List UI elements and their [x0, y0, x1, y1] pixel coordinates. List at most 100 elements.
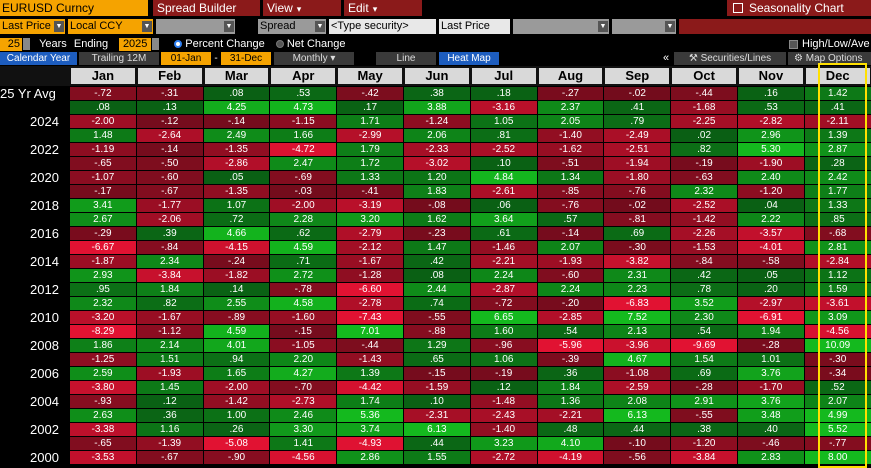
heatmap-cell[interactable]: -2.73 — [270, 395, 338, 408]
blank-select-3[interactable]: ▼ — [612, 19, 676, 34]
month-header-jan[interactable]: Jan — [71, 68, 135, 84]
heatmap-cell[interactable]: -1.42 — [671, 213, 738, 226]
heatmap-cell[interactable]: -.41 — [337, 185, 404, 198]
month-header-feb[interactable]: Feb — [137, 68, 202, 84]
heatmap-cell[interactable]: .10 — [404, 395, 471, 408]
month-header-jul[interactable]: Jul — [471, 68, 536, 84]
heatmap-cell[interactable]: -2.49 — [604, 129, 672, 142]
heatmap-cell[interactable]: -.02 — [604, 199, 672, 212]
heatmap-cell[interactable]: -.72 — [470, 297, 538, 310]
heatmap-cell[interactable]: -.65 — [70, 157, 137, 170]
heatmap-cell[interactable]: -1.20 — [671, 437, 738, 450]
heatmap-cell[interactable]: 2.32 — [70, 297, 137, 310]
ending-year-input[interactable]: 2025 — [119, 37, 152, 51]
heatmap-cell[interactable]: -1.70 — [738, 381, 805, 394]
heatmap-cell[interactable]: -1.93 — [537, 255, 605, 268]
heatmap-cell[interactable]: -4.42 — [337, 381, 404, 394]
heatmap-cell[interactable]: -.23 — [404, 227, 471, 240]
heatmap-cell[interactable]: -.55 — [404, 311, 471, 324]
heatmap-cell[interactable]: 3.23 — [470, 437, 538, 450]
heatmap-cell[interactable]: 1.45 — [136, 381, 204, 394]
heatmap-cell[interactable]: .08 — [203, 87, 271, 100]
heatmap-cell[interactable]: 3.30 — [270, 423, 338, 436]
month-header-dec[interactable]: Dec — [805, 68, 870, 84]
heatmap-cell[interactable]: .08 — [70, 101, 137, 114]
heatmap-cell[interactable]: .05 — [203, 171, 271, 184]
heatmap-cell[interactable]: .79 — [604, 115, 672, 128]
heatmap-cell[interactable]: -.30 — [604, 241, 672, 254]
heatmap-cell[interactable]: 3.20 — [337, 213, 404, 226]
heatmap-cell[interactable]: -.17 — [70, 185, 137, 198]
heatmap-cell[interactable]: -.96 — [470, 339, 538, 352]
heatmap-cell[interactable]: .18 — [470, 87, 538, 100]
high-low-avg-checkbox[interactable] — [789, 39, 798, 49]
heatmap-cell[interactable]: -3.19 — [337, 199, 404, 212]
heatmap-cell[interactable]: -.31 — [136, 87, 204, 100]
heatmap-cell[interactable]: 4.27 — [270, 367, 338, 380]
heatmap-cell[interactable]: 1.84 — [136, 283, 204, 296]
heatmap-cell[interactable]: 10.09 — [804, 339, 871, 352]
blank-select-2[interactable]: ▼ — [513, 19, 609, 34]
heatmap-cell[interactable]: 1.29 — [404, 339, 471, 352]
heatmap-cell[interactable]: 2.37 — [537, 101, 605, 114]
heatmap-cell[interactable]: -.28 — [671, 381, 738, 394]
heatmap-cell[interactable]: 3.09 — [804, 311, 871, 324]
edit-menu[interactable]: Edit ▾ — [344, 0, 422, 16]
heatmap-cell[interactable]: -.34 — [804, 367, 871, 380]
heatmap-cell[interactable]: .36 — [537, 367, 605, 380]
heatmap-cell[interactable]: 1.01 — [738, 353, 805, 366]
heatmap-cell[interactable]: -1.15 — [270, 115, 338, 128]
heatmap-cell[interactable]: -.27 — [537, 87, 605, 100]
heatmap-cell[interactable]: -.14 — [537, 227, 605, 240]
heatmap-cell[interactable]: 7.01 — [337, 325, 404, 338]
heatmap-cell[interactable]: .57 — [537, 213, 605, 226]
heatmap-cell[interactable]: -.50 — [136, 157, 204, 170]
heatmap-cell[interactable]: .12 — [136, 395, 204, 408]
heatmap-cell[interactable]: -3.20 — [70, 311, 137, 324]
heatmap-cell[interactable]: 3.52 — [671, 297, 738, 310]
heatmap-cell[interactable]: -2.00 — [203, 381, 271, 394]
heatmap-cell[interactable]: 1.86 — [70, 339, 137, 352]
heatmap-cell[interactable]: -2.82 — [738, 115, 805, 128]
heatmap-cell[interactable]: 2.32 — [671, 185, 738, 198]
heatmap-cell[interactable]: -.39 — [537, 353, 605, 366]
heatmap-cell[interactable]: -3.84 — [671, 451, 738, 464]
heatmap-cell[interactable]: -3.38 — [70, 423, 137, 436]
heatmap-cell[interactable]: 1.74 — [337, 395, 404, 408]
heatmap-cell[interactable]: .39 — [136, 227, 204, 240]
heatmap-cell[interactable]: 3.76 — [738, 367, 805, 380]
heatmap-cell[interactable]: -4.01 — [738, 241, 805, 254]
securities-lines-button[interactable]: ⚒ Securities/Lines — [674, 52, 786, 65]
heatmap-cell[interactable]: -.81 — [604, 213, 672, 226]
heatmap-cell[interactable]: .42 — [671, 269, 738, 282]
heatmap-cell[interactable]: -.89 — [203, 311, 271, 324]
month-header-oct[interactable]: Oct — [672, 68, 736, 84]
heatmap-cell[interactable]: .82 — [671, 143, 738, 156]
heatmap-cell[interactable]: 4.59 — [203, 325, 271, 338]
heatmap-cell[interactable]: -1.82 — [203, 269, 271, 282]
heatmap-cell[interactable]: -.02 — [604, 87, 672, 100]
heatmap-cell[interactable]: .04 — [738, 199, 805, 212]
heatmap-cell[interactable]: 1.71 — [337, 115, 404, 128]
heatmap-cell[interactable]: 1.42 — [804, 87, 871, 100]
heatmap-cell[interactable]: 1.84 — [537, 381, 605, 394]
heatmap-cell[interactable]: 2.13 — [604, 325, 672, 338]
heatmap-cell[interactable]: 1.33 — [804, 199, 871, 212]
heatmap-cell[interactable]: 4.73 — [270, 101, 338, 114]
heatmap-cell[interactable]: 4.84 — [470, 171, 538, 184]
tab-heat-map[interactable]: Heat Map — [439, 52, 499, 65]
heatmap-cell[interactable]: -.67 — [136, 451, 204, 464]
heatmap-cell[interactable]: -2.00 — [70, 115, 137, 128]
heatmap-cell[interactable]: 2.67 — [70, 213, 137, 226]
heatmap-cell[interactable]: -.63 — [671, 171, 738, 184]
heatmap-cell[interactable]: .02 — [671, 129, 738, 142]
heatmap-cell[interactable]: -1.42 — [203, 395, 271, 408]
heatmap-cell[interactable]: 1.41 — [270, 437, 338, 450]
heatmap-cell[interactable]: -.14 — [136, 143, 204, 156]
heatmap-cell[interactable]: -1.43 — [337, 353, 404, 366]
heatmap-cell[interactable]: .05 — [738, 269, 805, 282]
heatmap-cell[interactable]: -1.62 — [537, 143, 605, 156]
heatmap-cell[interactable]: -.69 — [270, 171, 338, 184]
heatmap-cell[interactable]: .26 — [203, 423, 271, 436]
heatmap-cell[interactable]: -.67 — [136, 185, 204, 198]
